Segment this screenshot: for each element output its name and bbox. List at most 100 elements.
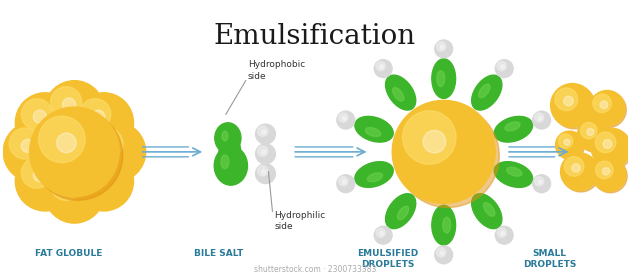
Circle shape: [440, 45, 444, 49]
Circle shape: [38, 116, 85, 163]
Circle shape: [342, 180, 346, 184]
Circle shape: [497, 61, 506, 71]
Ellipse shape: [494, 116, 533, 142]
Circle shape: [437, 42, 446, 51]
Circle shape: [80, 157, 111, 188]
Circle shape: [9, 128, 40, 159]
Circle shape: [593, 94, 611, 113]
Circle shape: [538, 180, 542, 184]
Circle shape: [423, 130, 445, 153]
Text: BILE SALT: BILE SALT: [194, 249, 244, 258]
Circle shape: [555, 88, 577, 111]
Circle shape: [21, 99, 52, 130]
Ellipse shape: [215, 123, 241, 153]
Ellipse shape: [222, 131, 228, 141]
Circle shape: [50, 169, 81, 200]
Ellipse shape: [355, 116, 393, 142]
Circle shape: [591, 128, 631, 168]
Circle shape: [600, 101, 608, 109]
Circle shape: [500, 65, 505, 69]
Circle shape: [577, 119, 609, 151]
Circle shape: [534, 113, 544, 122]
Circle shape: [587, 129, 594, 135]
Circle shape: [552, 85, 596, 129]
Circle shape: [257, 146, 268, 156]
Circle shape: [374, 60, 392, 78]
Text: EMULSIFIED
DROPLETS: EMULSIFIED DROPLETS: [357, 249, 418, 269]
Text: FAT GLOBULE: FAT GLOBULE: [35, 249, 102, 258]
Circle shape: [30, 107, 119, 197]
Ellipse shape: [355, 162, 393, 187]
Circle shape: [256, 124, 275, 144]
Ellipse shape: [432, 59, 456, 98]
Circle shape: [435, 246, 452, 264]
Circle shape: [91, 169, 105, 182]
Circle shape: [256, 164, 275, 184]
Circle shape: [261, 150, 266, 154]
Circle shape: [257, 126, 268, 136]
Circle shape: [342, 116, 346, 120]
Circle shape: [589, 90, 625, 126]
Circle shape: [596, 161, 613, 179]
Ellipse shape: [494, 162, 533, 187]
Circle shape: [579, 120, 610, 152]
Circle shape: [572, 164, 580, 172]
Circle shape: [392, 101, 495, 203]
Circle shape: [595, 132, 616, 153]
Circle shape: [86, 122, 146, 182]
Circle shape: [339, 113, 348, 122]
Circle shape: [50, 87, 81, 118]
Circle shape: [62, 98, 76, 111]
Circle shape: [500, 232, 505, 235]
Circle shape: [45, 163, 104, 223]
Circle shape: [337, 175, 355, 193]
Circle shape: [440, 251, 444, 255]
Circle shape: [560, 153, 598, 190]
Circle shape: [3, 122, 63, 182]
Circle shape: [45, 81, 104, 140]
Ellipse shape: [479, 84, 490, 98]
Circle shape: [562, 154, 599, 192]
Circle shape: [376, 61, 386, 71]
Ellipse shape: [505, 122, 520, 131]
Circle shape: [257, 166, 268, 176]
Circle shape: [92, 128, 123, 159]
Circle shape: [495, 60, 513, 78]
Ellipse shape: [214, 146, 247, 185]
Circle shape: [591, 92, 627, 128]
Circle shape: [495, 226, 513, 244]
Circle shape: [261, 130, 266, 134]
Text: Emulsification: Emulsification: [214, 23, 416, 50]
Circle shape: [74, 93, 134, 153]
Circle shape: [104, 139, 117, 153]
Circle shape: [33, 110, 46, 123]
Ellipse shape: [386, 75, 416, 110]
Circle shape: [380, 232, 384, 235]
Circle shape: [551, 83, 594, 127]
Circle shape: [593, 158, 626, 192]
Circle shape: [33, 169, 46, 182]
Ellipse shape: [437, 71, 445, 87]
Circle shape: [603, 140, 612, 148]
Circle shape: [33, 111, 123, 200]
Circle shape: [403, 111, 456, 164]
Circle shape: [62, 181, 76, 194]
Circle shape: [555, 131, 583, 159]
Circle shape: [21, 139, 34, 153]
Circle shape: [74, 151, 134, 211]
Circle shape: [593, 130, 631, 169]
Text: Hydrophobic
side: Hydrophobic side: [248, 60, 305, 81]
Circle shape: [15, 151, 75, 211]
Circle shape: [564, 139, 570, 145]
Ellipse shape: [392, 88, 404, 101]
Circle shape: [91, 110, 105, 123]
Ellipse shape: [483, 203, 495, 216]
Circle shape: [261, 169, 266, 174]
Circle shape: [57, 133, 76, 153]
Circle shape: [80, 99, 111, 130]
Circle shape: [374, 226, 392, 244]
Ellipse shape: [367, 173, 382, 182]
Ellipse shape: [443, 217, 451, 233]
Circle shape: [339, 177, 348, 186]
Circle shape: [376, 228, 386, 237]
